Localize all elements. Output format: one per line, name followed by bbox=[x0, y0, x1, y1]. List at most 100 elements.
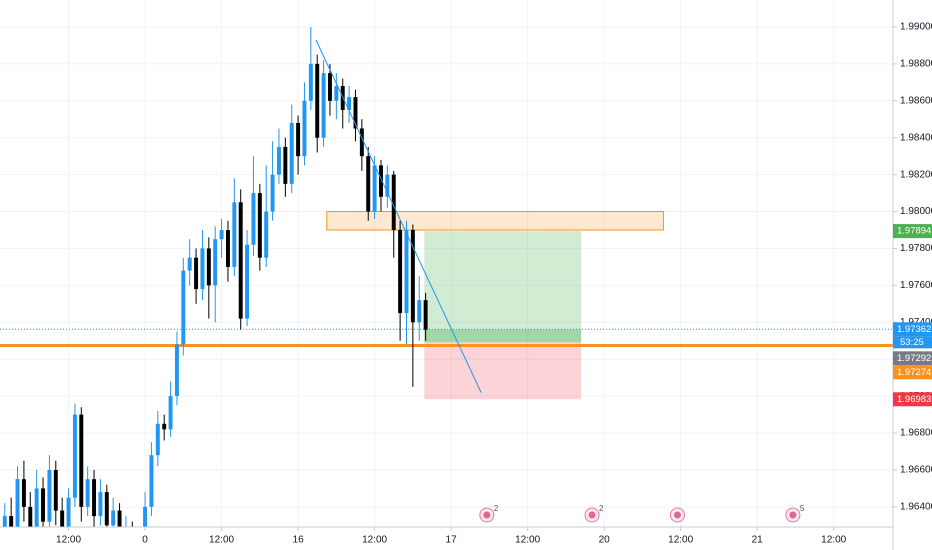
candle-body bbox=[327, 73, 332, 101]
candle-body bbox=[168, 396, 173, 430]
price-label: 1.97894 bbox=[897, 226, 931, 237]
x-tick-label: 17 bbox=[446, 535, 458, 546]
x-tick-label: 12:00 bbox=[362, 535, 387, 546]
candle-body bbox=[79, 414, 84, 507]
candle-body bbox=[385, 174, 390, 197]
x-tick-label: 12:00 bbox=[821, 535, 846, 546]
candle-body bbox=[404, 229, 409, 314]
x-tick-label: 12:00 bbox=[515, 535, 540, 546]
candle-body bbox=[143, 506, 148, 527]
candle-body bbox=[353, 97, 358, 129]
candle-body bbox=[104, 492, 109, 526]
candle-body bbox=[276, 146, 281, 175]
candle-body bbox=[264, 211, 269, 258]
candle-body bbox=[174, 344, 179, 397]
candle-body bbox=[398, 229, 403, 314]
candle-body bbox=[379, 165, 383, 197]
price-label: 1.97274 bbox=[897, 367, 931, 378]
candle-body bbox=[181, 270, 186, 345]
candle-body bbox=[117, 510, 122, 527]
candle-body bbox=[423, 300, 428, 330]
price-label-bg bbox=[893, 322, 932, 337]
trendline bbox=[315, 39, 482, 393]
candle-body bbox=[270, 174, 275, 212]
x-tick-label: 0 bbox=[142, 535, 148, 546]
candle-body bbox=[149, 455, 154, 507]
candle-body bbox=[296, 122, 301, 157]
candle-body bbox=[15, 479, 20, 527]
candle-body bbox=[410, 229, 415, 323]
candle-body bbox=[225, 229, 230, 267]
candle-body bbox=[111, 510, 116, 526]
current-profit bbox=[424, 329, 582, 343]
candle-body bbox=[66, 497, 71, 527]
y-tick-label: 1.96400 bbox=[900, 502, 932, 513]
price-label: 1.97292 bbox=[897, 353, 931, 364]
candle-body bbox=[417, 300, 422, 323]
candle-body bbox=[321, 73, 326, 138]
y-tick-label: 1.96600 bbox=[900, 465, 932, 476]
event-count: 5 bbox=[800, 504, 805, 513]
resistance-zone bbox=[326, 211, 664, 231]
price-label-bg bbox=[893, 351, 932, 366]
candle-body bbox=[219, 229, 224, 240]
candle-body bbox=[92, 479, 97, 517]
candle-body bbox=[2, 516, 7, 527]
y-tick-label: 1.97800 bbox=[900, 243, 932, 254]
candle-body bbox=[372, 165, 377, 212]
candle-body bbox=[53, 469, 58, 511]
event-icon-inner bbox=[483, 511, 491, 519]
y-tick-label: 1.98200 bbox=[900, 169, 932, 180]
plot-area bbox=[0, 0, 893, 527]
candle-body bbox=[155, 423, 160, 456]
countdown: 53:25 bbox=[900, 337, 924, 348]
x-tick-label: 16 bbox=[293, 535, 305, 546]
candle-body bbox=[245, 244, 250, 319]
candle-body bbox=[232, 202, 237, 267]
candle-body bbox=[366, 156, 371, 212]
candle-body bbox=[238, 202, 243, 319]
candle-body bbox=[289, 122, 294, 184]
price-label: 1.97362 bbox=[897, 324, 931, 335]
candle-body bbox=[359, 128, 364, 157]
y-tick-label: 1.97600 bbox=[900, 280, 932, 291]
candle-body bbox=[21, 479, 26, 507]
candle-body bbox=[28, 506, 33, 527]
price-label-bg bbox=[893, 224, 932, 239]
y-tick-label: 1.99000 bbox=[900, 22, 932, 33]
candle-body bbox=[34, 488, 39, 527]
x-tick-label: 12:00 bbox=[56, 535, 81, 546]
profit-zone bbox=[424, 231, 582, 343]
event-icon-inner bbox=[789, 511, 797, 519]
y-tick-label: 1.96800 bbox=[900, 428, 932, 439]
event-count: 2 bbox=[494, 504, 499, 513]
event-count: 2 bbox=[599, 504, 604, 513]
price-label-bg bbox=[893, 392, 932, 407]
candle-body bbox=[200, 248, 205, 290]
candle-body bbox=[334, 86, 339, 101]
loss-zone bbox=[424, 342, 582, 400]
event-icon-inner bbox=[673, 511, 681, 519]
candle-body bbox=[315, 63, 320, 138]
candle-body bbox=[162, 423, 167, 430]
y-tick-label: 1.98400 bbox=[900, 132, 932, 143]
candle-body bbox=[257, 193, 262, 258]
x-tick-label: 20 bbox=[599, 535, 611, 546]
candle-body bbox=[85, 479, 90, 507]
candle-body bbox=[391, 174, 396, 230]
event-icon-inner bbox=[588, 511, 596, 519]
x-tick-label: 21 bbox=[752, 535, 764, 546]
candle-body bbox=[194, 257, 199, 290]
candle-body bbox=[187, 257, 192, 271]
y-tick-label: 1.98600 bbox=[900, 95, 932, 106]
candle-body bbox=[72, 414, 77, 498]
candle-body bbox=[98, 492, 103, 517]
candle-body bbox=[283, 146, 288, 184]
price-label-bg bbox=[893, 365, 932, 380]
y-tick-label: 1.98000 bbox=[900, 206, 932, 217]
candle-body bbox=[41, 488, 46, 522]
candle-body bbox=[308, 63, 313, 101]
candle-body bbox=[251, 193, 256, 245]
x-tick-label: 12:00 bbox=[209, 535, 234, 546]
